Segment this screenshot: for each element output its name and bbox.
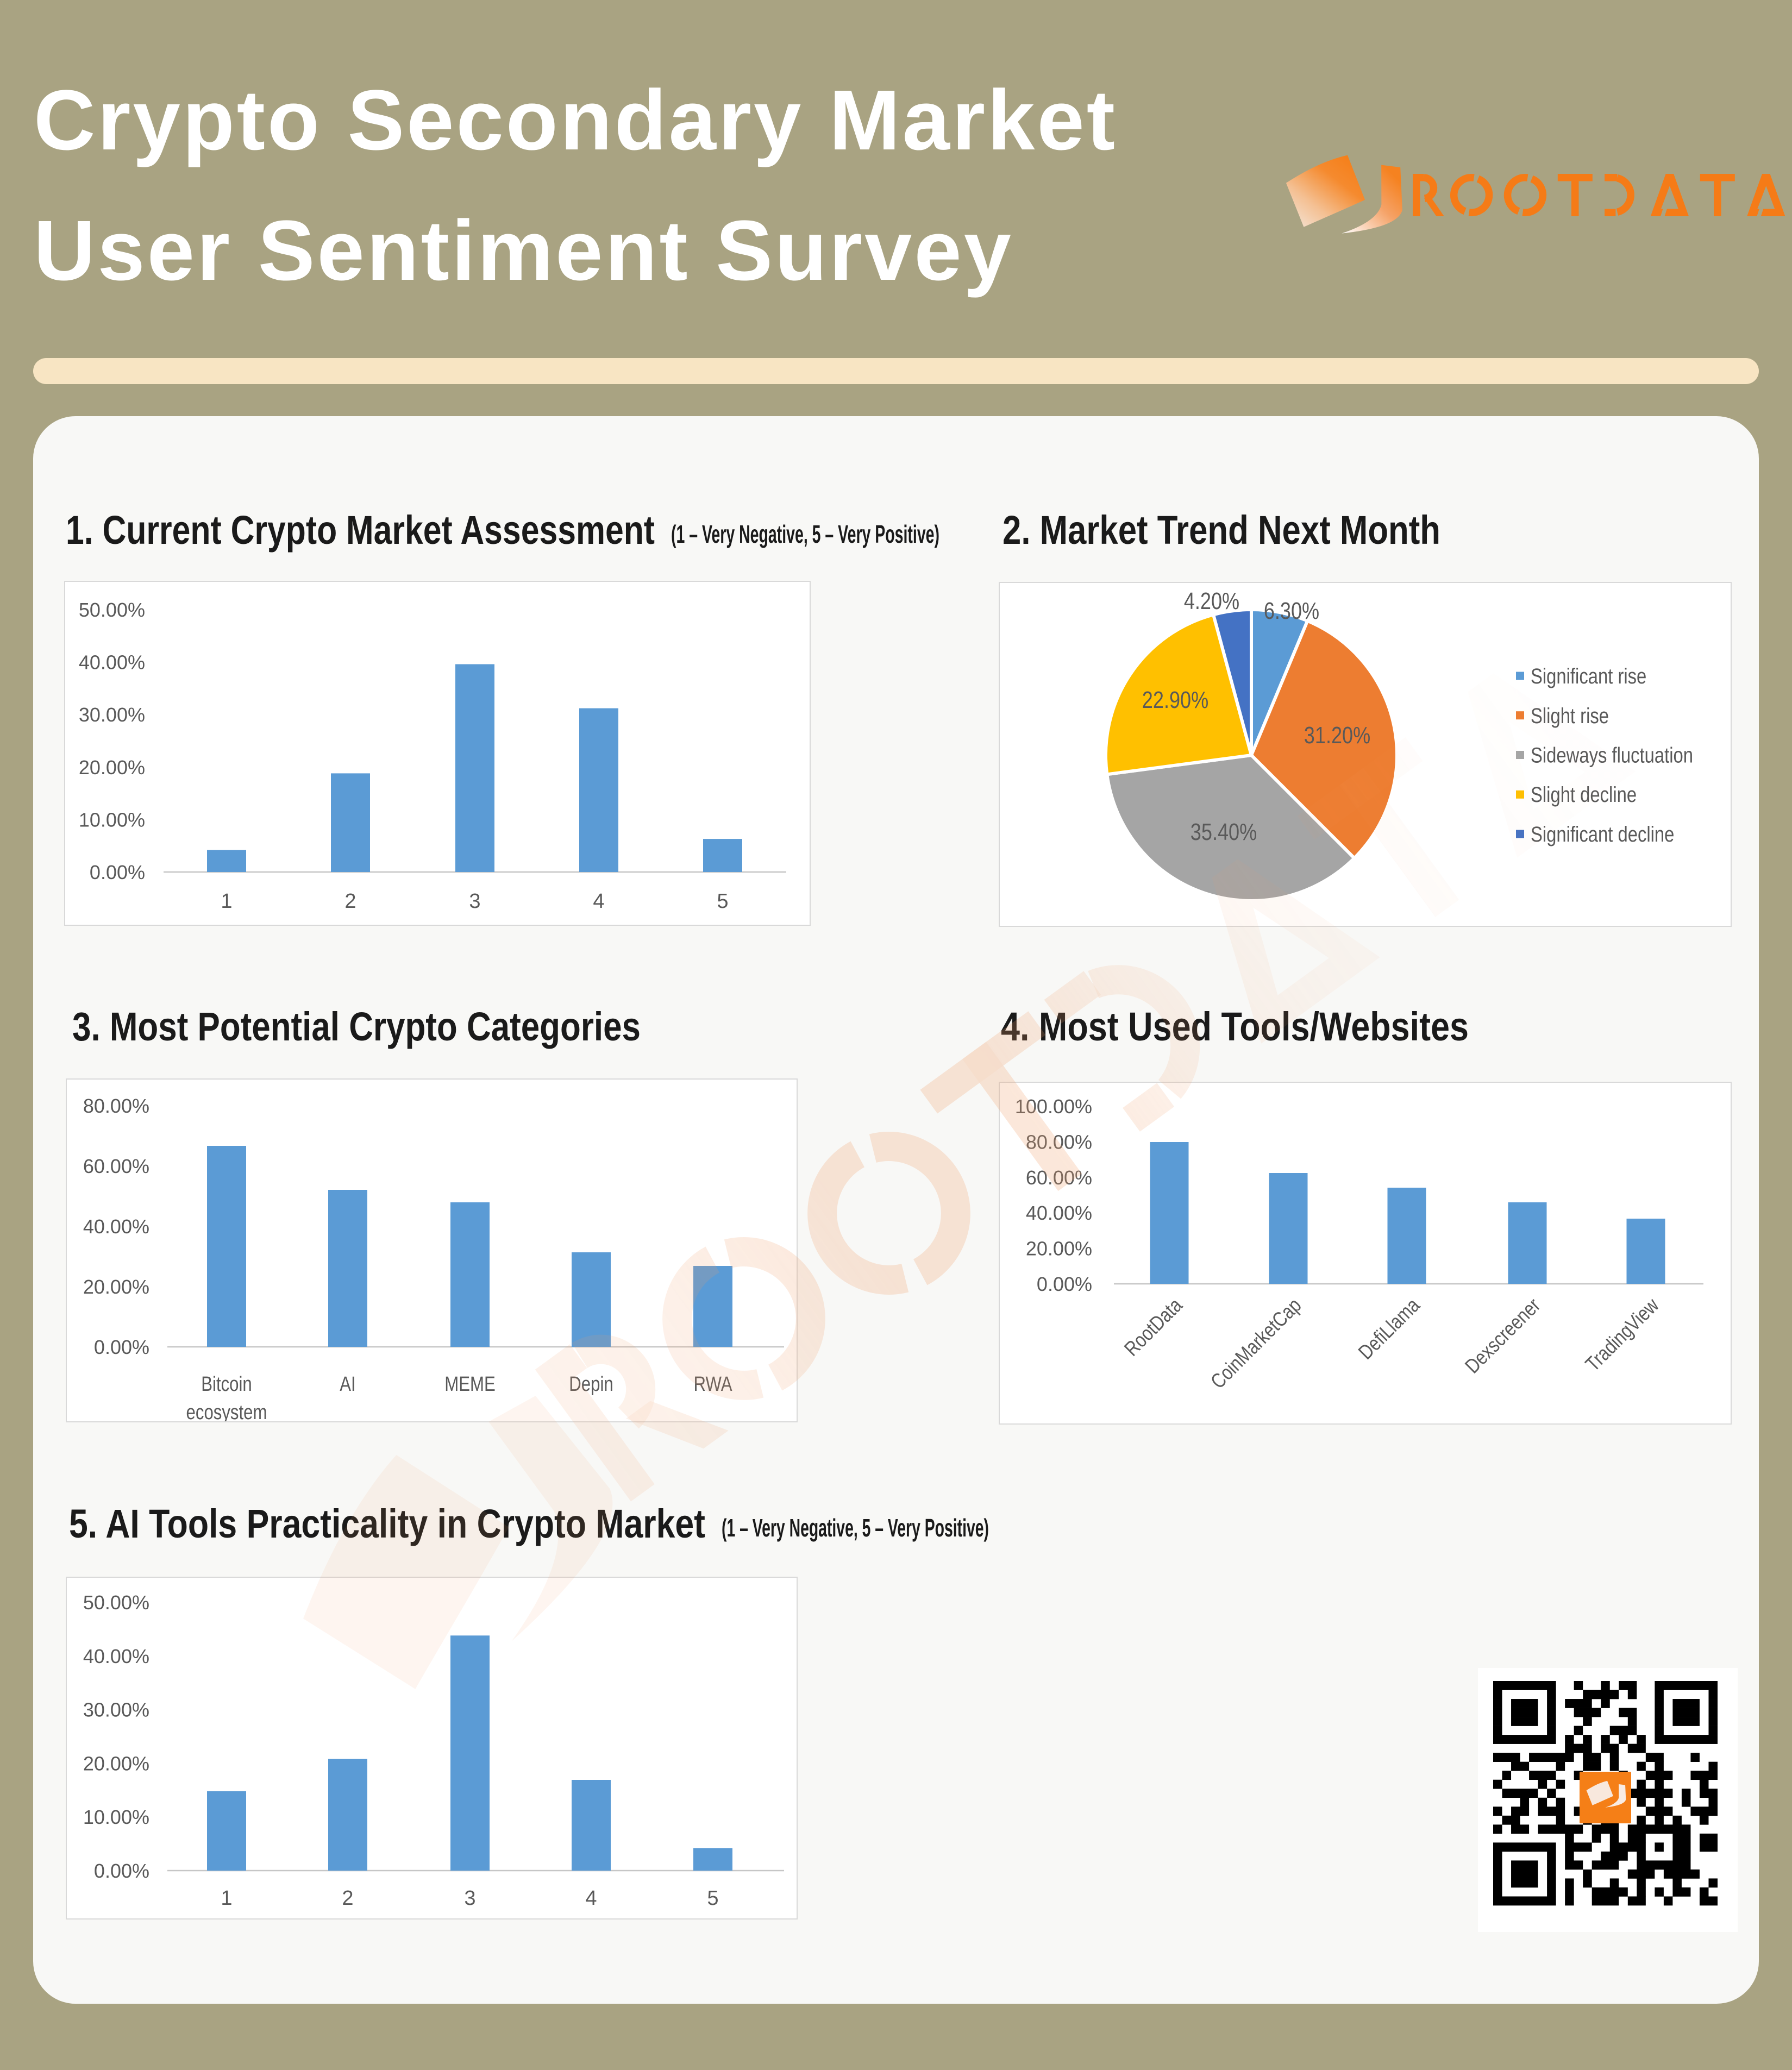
svg-text:4.20%: 4.20% bbox=[1184, 588, 1239, 614]
svg-text:0.00%: 0.00% bbox=[90, 861, 145, 883]
svg-text:ecosystem: ecosystem bbox=[186, 1401, 267, 1421]
svg-text:40.00%: 40.00% bbox=[1026, 1202, 1092, 1224]
svg-text:2: 2 bbox=[342, 1887, 353, 1910]
svg-text:60.00%: 60.00% bbox=[1026, 1166, 1092, 1189]
svg-text:50.00%: 50.00% bbox=[79, 599, 145, 621]
svg-text:4: 4 bbox=[593, 890, 604, 913]
svg-text:60.00%: 60.00% bbox=[83, 1155, 149, 1177]
svg-text:Depin: Depin bbox=[569, 1373, 613, 1396]
svg-text:20.00%: 20.00% bbox=[83, 1752, 149, 1774]
svg-text:MEME: MEME bbox=[444, 1373, 496, 1396]
svg-text:2: 2 bbox=[344, 890, 356, 913]
svg-text:5: 5 bbox=[707, 1887, 718, 1910]
svg-text:80.00%: 80.00% bbox=[83, 1095, 149, 1117]
svg-text:Significant rise: Significant rise bbox=[1531, 664, 1646, 688]
svg-text:Slight decline: Slight decline bbox=[1531, 783, 1637, 807]
svg-text:30.00%: 30.00% bbox=[79, 704, 145, 726]
svg-text:DefiLlama: DefiLlama bbox=[1354, 1294, 1424, 1364]
svg-text:(1 – Very Negative, 5 – Very P: (1 – Very Negative, 5 – Very Positive) bbox=[722, 1514, 989, 1542]
svg-text:(1 – Very Negative, 5 – Very P: (1 – Very Negative, 5 – Very Positive) bbox=[671, 520, 939, 548]
svg-text:Dexscreener: Dexscreener bbox=[1461, 1294, 1545, 1378]
svg-text:4. Most Used Tools/Websites: 4. Most Used Tools/Websites bbox=[1001, 1008, 1469, 1049]
svg-text:RootData: RootData bbox=[1120, 1294, 1187, 1360]
svg-text:20.00%: 20.00% bbox=[83, 1276, 149, 1298]
svg-text:5: 5 bbox=[717, 890, 728, 913]
svg-text:10.00%: 10.00% bbox=[83, 1806, 149, 1828]
svg-text:RWA: RWA bbox=[694, 1373, 733, 1396]
svg-text:0.00%: 0.00% bbox=[94, 1860, 149, 1882]
svg-text:6.30%: 6.30% bbox=[1264, 598, 1319, 624]
svg-text:0.00%: 0.00% bbox=[94, 1336, 149, 1358]
svg-text:CoinMarketCap: CoinMarketCap bbox=[1207, 1294, 1306, 1394]
svg-text:Slight rise: Slight rise bbox=[1531, 704, 1609, 728]
svg-text:3. Most Potential Crypto Categ: 3. Most Potential Crypto Categories bbox=[72, 1008, 641, 1049]
svg-text:20.00%: 20.00% bbox=[1026, 1238, 1092, 1260]
svg-text:1: 1 bbox=[221, 890, 232, 913]
svg-text:2. Market Trend Next Month: 2. Market Trend Next Month bbox=[1002, 511, 1440, 553]
svg-text:4: 4 bbox=[585, 1887, 597, 1910]
svg-text:40.00%: 40.00% bbox=[83, 1645, 149, 1667]
svg-text:Sideways fluctuation: Sideways fluctuation bbox=[1531, 744, 1693, 768]
svg-text:35.40%: 35.40% bbox=[1191, 819, 1257, 845]
svg-text:22.90%: 22.90% bbox=[1142, 687, 1208, 713]
svg-text:80.00%: 80.00% bbox=[1026, 1131, 1092, 1153]
svg-text:1: 1 bbox=[221, 1887, 232, 1910]
svg-text:40.00%: 40.00% bbox=[83, 1215, 149, 1238]
svg-text:31.20%: 31.20% bbox=[1304, 722, 1370, 749]
svg-text:40.00%: 40.00% bbox=[79, 651, 145, 674]
svg-text:3: 3 bbox=[469, 890, 480, 913]
svg-text:1. Current Crypto Market Asses: 1. Current Crypto Market Assessment bbox=[66, 511, 655, 553]
svg-text:0.00%: 0.00% bbox=[1037, 1273, 1092, 1295]
svg-text:TradingView: TradingView bbox=[1581, 1294, 1663, 1376]
svg-text:Significant decline: Significant decline bbox=[1531, 823, 1674, 846]
svg-text:Bitcoin: Bitcoin bbox=[201, 1373, 252, 1396]
svg-text:AI: AI bbox=[340, 1373, 355, 1396]
svg-text:100.00%: 100.00% bbox=[1015, 1095, 1092, 1118]
svg-text:20.00%: 20.00% bbox=[79, 756, 145, 779]
svg-text:5. AI Tools Practicality in Cr: 5. AI Tools Practicality in Crypto Marke… bbox=[69, 1505, 705, 1546]
svg-text:3: 3 bbox=[464, 1887, 475, 1910]
svg-text:30.00%: 30.00% bbox=[83, 1699, 149, 1721]
svg-text:50.00%: 50.00% bbox=[83, 1591, 149, 1614]
svg-text:10.00%: 10.00% bbox=[79, 808, 145, 831]
